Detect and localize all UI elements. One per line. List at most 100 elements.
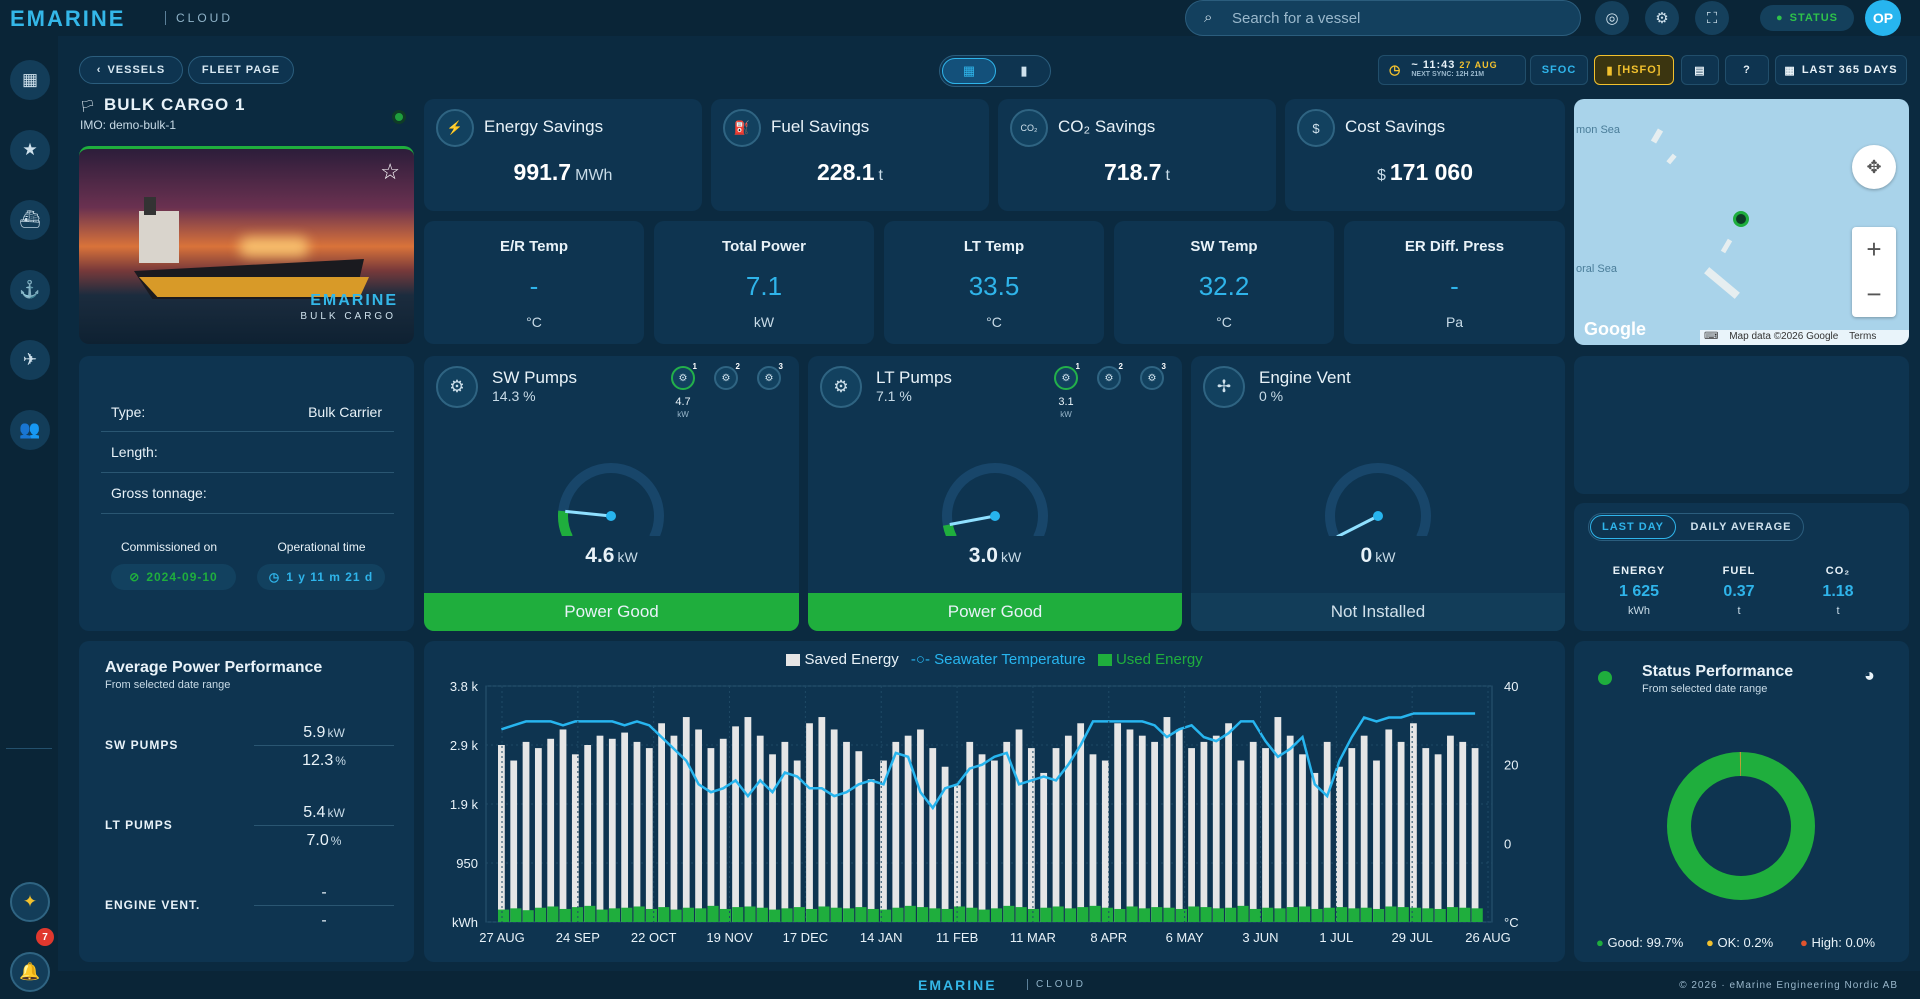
app-logo[interactable]: EMARINE [10,6,126,31]
y-left-tick: 1.9 k [450,797,479,812]
gt-label: Gross tonnage: [111,485,207,501]
bell-icon[interactable]: 🔔 [10,952,50,992]
terms-link[interactable]: Terms [1849,331,1877,342]
help-button[interactable]: ? [1725,55,1769,85]
vessel-map[interactable]: mon Sea oral Sea ✥ + − Google ⌨ Map data… [1574,99,1909,345]
pump-2-icon[interactable]: ⚙ 2 [714,362,740,390]
saved-bar [1447,735,1454,922]
saved-bar [682,717,690,922]
saved-bar [1299,754,1306,922]
date-range-label: LAST 365 DAYS [1801,64,1898,76]
er-diff-press-card: ER Diff. Press - Pa [1344,221,1565,344]
pump-2-icon[interactable]: ⚙ 2 [1097,362,1123,390]
ev-kw: - [321,884,327,901]
type-label: Type: [111,404,146,420]
zoom-controls: + − [1852,227,1896,317]
energy-savings-title: Energy Savings [484,117,604,136]
energy-chart-card: Saved Energy -○- Seawater Temperature Us… [424,641,1565,962]
divider [254,905,394,906]
legend-saved[interactable]: Saved Energy [804,651,899,668]
leaf-icon[interactable]: ✦ [10,882,50,922]
report-icon[interactable]: ▤ [1681,55,1719,85]
sw-pct: 12.3% [302,752,346,769]
saved-bar [1323,741,1331,922]
cost-savings-card: $ Cost Savings $171 060 [1285,99,1565,211]
vessels-button[interactable]: ‹ VESSELS [79,56,183,84]
anchor-icon[interactable]: ⚓ [10,270,50,310]
tab-daily-average[interactable]: DAILY AVERAGE [1690,521,1792,533]
saved-bar [1237,760,1245,922]
footer-logo: EMARINE [918,977,997,993]
island [1666,153,1677,165]
lt-kw: 5.4 kW [303,804,345,821]
sfoc-button[interactable]: SFOC [1530,55,1588,85]
ship-icon[interactable]: ⛴ [10,200,50,240]
energy-icon: ⚡ [436,109,474,147]
vessel-search[interactable]: ⌕ Search for a vessel [1185,0,1581,36]
used-bar [1212,908,1224,922]
chart-view-icon[interactable]: ▮ [1020,63,1028,78]
type-value: Bulk Carrier [308,404,382,420]
pie-chart-icon[interactable]: ◕ [1864,665,1875,685]
zoom-in-icon[interactable]: + [1866,234,1882,264]
tab-last-day[interactable]: LAST DAY [1590,515,1676,539]
avg-power-title: Average Power Performance [105,659,323,676]
saved-bar [880,760,887,922]
fleet-page-button[interactable]: FLEET PAGE [188,56,294,84]
favorite-star-icon[interactable]: ☆ [380,159,400,184]
legend-used[interactable]: Used Energy [1115,651,1203,668]
pump-3-icon[interactable]: ⚙ 3 [757,362,783,390]
map-icon[interactable]: ▦ [10,60,50,100]
hide-icon[interactable]: ◎ [1595,1,1629,35]
y-left-tick: 3.8 k [450,679,479,694]
fuel-savings-title: Fuel Savings [771,117,870,136]
vessel-marker[interactable] [1733,211,1749,227]
saved-bar [633,741,641,922]
pump-3-icon[interactable]: ⚙ 3 [1140,362,1166,390]
keyboard-icon[interactable]: ⌨ [1704,331,1719,342]
grid-view-icon[interactable]: ▦ [942,58,996,84]
used-bar [522,910,534,922]
used-bar [1397,907,1409,922]
pump-status: Not Installed [1191,593,1565,631]
co2-label: CO₂ [1825,565,1851,577]
used-bar [498,909,510,922]
legend-temp[interactable]: Seawater Temperature [934,651,1086,668]
status-perf-subtitle: From selected date range [1642,683,1768,695]
users-icon[interactable]: 👥 [10,410,50,450]
energy-value: 1 625 [1618,583,1660,600]
pump-1-icon[interactable]: ⚙ 1 [1054,362,1080,390]
search-input[interactable]: Search for a vessel [1232,10,1361,27]
pump-1-icon[interactable]: ⚙ 1 [671,362,697,390]
map-pan-icon[interactable]: ✥ [1852,145,1896,189]
image-sub: BULK CARGO [300,311,396,322]
pump-1-value: 3.1 [1058,396,1074,408]
x-tick: 14 JAN [860,930,903,945]
date-range-button[interactable]: ▦ LAST 365 DAYS [1775,55,1907,85]
star-icon[interactable]: ★ [10,130,50,170]
gauge-hub [1373,511,1383,521]
used-bar [510,908,522,922]
used-bar [584,905,596,922]
energy-savings-value: 991.7 MWh [513,159,613,185]
saved-bar [1459,741,1467,922]
saved-bar [867,779,875,922]
gear-icon[interactable]: ⚙ [1645,1,1679,35]
gauge-hub [990,511,1000,521]
saved-bar [707,748,715,922]
status-button[interactable]: ● STATUS [1760,5,1854,31]
fuel-type-button[interactable]: ▮ [HSFO] [1594,55,1674,85]
used-bar [1447,907,1459,922]
used-bar [1151,907,1163,922]
fullscreen-icon[interactable]: ⛶ [1695,1,1729,35]
pump-status: Power Good [424,593,799,631]
saved-bar [781,741,789,922]
avatar[interactable]: OP [1865,0,1901,36]
y-right-tick: °C [1504,915,1519,930]
zoom-out-icon[interactable]: − [1866,279,1882,309]
divider [101,472,394,473]
used-bar [941,908,953,922]
satellite-icon[interactable]: ✈ [10,340,50,380]
co2-icon: CO₂ [1010,109,1048,147]
search-icon: ⌕ [1204,9,1213,26]
